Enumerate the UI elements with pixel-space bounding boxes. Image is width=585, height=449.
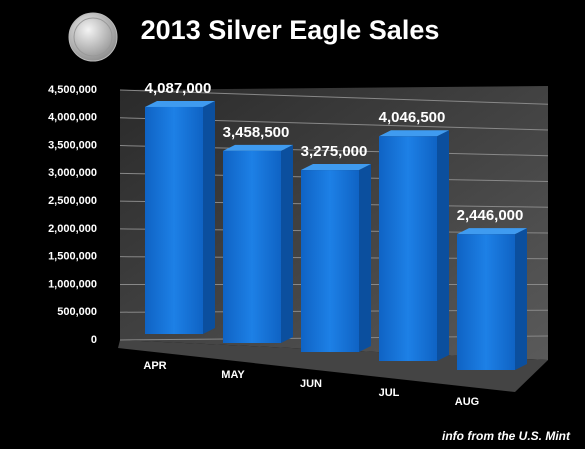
bar bbox=[379, 136, 437, 361]
plot: 0 500,000 1,000,000 1,500,000 2,000,000 2,500… bbox=[48, 80, 549, 408]
bar-side bbox=[359, 164, 371, 352]
x-tick-label: JUN bbox=[300, 378, 322, 390]
bar-top bbox=[145, 100, 215, 107]
bar-top bbox=[457, 228, 527, 235]
grid-line bbox=[119, 89, 549, 105]
bar-top bbox=[223, 144, 293, 151]
x-tick-label: AUG bbox=[455, 396, 479, 408]
bar bbox=[223, 150, 281, 343]
value-label: 3,458,500 bbox=[223, 124, 290, 141]
y-tick-label: 1,000,000 bbox=[48, 278, 97, 290]
y-tick-label: 500,000 bbox=[57, 306, 97, 318]
coin-icon bbox=[68, 12, 118, 62]
chart-title: 2013 Silver Eagle Sales bbox=[141, 15, 440, 45]
value-label: 4,087,000 bbox=[145, 80, 212, 97]
y-tick-label: 4,000,000 bbox=[48, 112, 97, 124]
x-tick-label: JUL bbox=[379, 387, 400, 399]
x-tick-label: APR bbox=[143, 360, 166, 372]
bar-side bbox=[437, 130, 449, 361]
coin-ring bbox=[73, 17, 113, 57]
bar-top bbox=[301, 164, 371, 171]
bar bbox=[301, 170, 359, 352]
bar bbox=[457, 234, 515, 370]
bar-side bbox=[281, 144, 293, 343]
y-tick-label: 0 bbox=[91, 334, 97, 346]
y-tick-label: 3,500,000 bbox=[48, 139, 97, 151]
y-tick-label: 2,500,000 bbox=[48, 195, 97, 207]
source-note: info from the U.S. Mint bbox=[442, 429, 571, 443]
bar-side bbox=[515, 228, 527, 370]
value-label: 2,446,000 bbox=[457, 207, 524, 224]
y-tick-label: 2,000,000 bbox=[48, 223, 97, 235]
bar-top bbox=[379, 130, 449, 137]
y-tick-label: 4,500,000 bbox=[48, 84, 97, 96]
y-tick-label: 1,500,000 bbox=[48, 251, 97, 263]
y-tick-label: 3,000,000 bbox=[48, 167, 97, 179]
x-tick-label: MAY bbox=[221, 369, 245, 381]
floor bbox=[118, 340, 548, 392]
value-label: 3,275,000 bbox=[301, 143, 368, 160]
value-label: 4,046,500 bbox=[379, 109, 446, 126]
bar bbox=[145, 106, 203, 334]
bar-side bbox=[203, 100, 215, 334]
